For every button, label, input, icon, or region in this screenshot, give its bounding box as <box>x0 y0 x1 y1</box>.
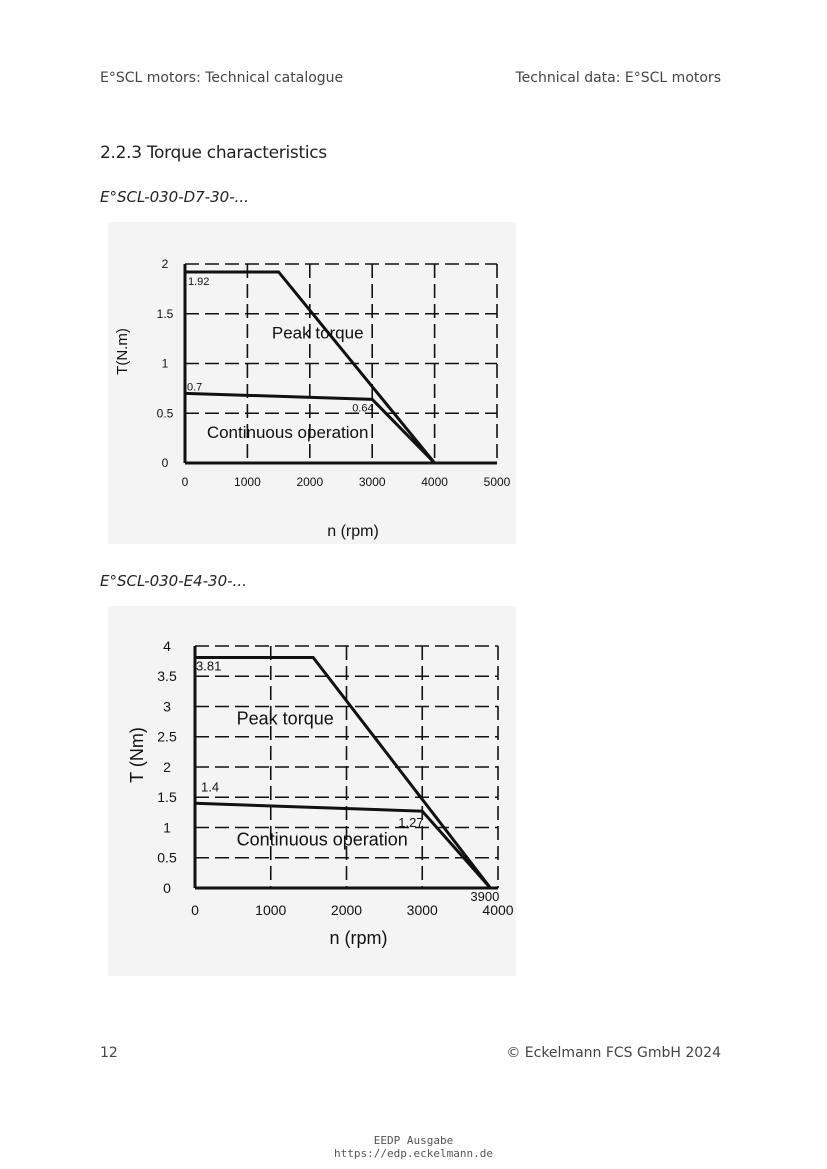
x-tick-label: 2000 <box>296 475 323 489</box>
header-right: Technical data: E°SCL motors <box>515 70 721 86</box>
y-tick-label: 1 <box>163 819 171 835</box>
peak-torque-curve <box>195 655 492 889</box>
x-tick-label: 0 <box>191 902 199 918</box>
x-tick-label: 3000 <box>359 475 386 489</box>
y-tick-label: 0.5 <box>157 850 177 866</box>
data-annotation: 1.92 <box>188 276 209 288</box>
torque-chart-d7: 0 1000 2000 3000 4000 5000 0 0.5 1 1.5 2 n (rpm) T(N… <box>108 222 516 544</box>
peak-torque-curve <box>185 270 436 464</box>
data-annotation: 1.27 <box>398 815 423 830</box>
y-tick-label: 1.5 <box>157 789 177 805</box>
page-number: 12 <box>100 1045 118 1061</box>
continuous-operation-curve <box>194 801 492 889</box>
y-tick-label: 4 <box>163 638 171 654</box>
x-axis-label: n (rpm) <box>327 523 379 540</box>
continuous-operation-label: Continuous operation <box>207 423 369 442</box>
x-tick-label: 5000 <box>484 475 511 489</box>
chart-2-title: E°SCL-030-E4-30-... <box>100 572 247 590</box>
x-tick-label: 3000 <box>407 902 438 918</box>
x-axis-label: n (rpm) <box>330 928 388 948</box>
torque-chart-e4: 0 1000 2000 3000 4000 0 0.5 1 1.5 2 2.5 3 3.5 4 n (rpm… <box>108 606 516 976</box>
y-tick-label: 0.5 <box>157 406 174 420</box>
stamp-line-1: EEDP Ausgabe <box>373 1134 454 1147</box>
continuous-operation-curve <box>184 391 436 465</box>
peak-torque-label: Peak torque <box>272 324 364 343</box>
data-annotation: 0.7 <box>187 381 202 393</box>
torque-chart-e4-svg: 0 1000 2000 3000 4000 0 0.5 1 1.5 2 2.5 3 3.5 4 n (rpm… <box>127 638 514 948</box>
y-axis-label: T(N.m) <box>114 328 131 375</box>
x-tick-label: 2000 <box>331 902 362 918</box>
y-tick-label: 0 <box>163 880 171 896</box>
y-tick-label: 1 <box>162 357 169 371</box>
y-tick-label: 3 <box>163 698 171 714</box>
x-tick-label: 0 <box>182 475 189 489</box>
copyright: © Eckelmann FCS GmbH 2024 <box>506 1045 721 1061</box>
y-tick-label: 3.5 <box>157 668 177 684</box>
data-annotation: 3900 <box>470 889 499 904</box>
torque-chart-d7-svg: 0 1000 2000 3000 4000 5000 0 0.5 1 1.5 2 n (rpm) T(N… <box>114 257 511 540</box>
y-axis-label: T (Nm) <box>127 727 147 783</box>
x-tick-label: 1000 <box>234 475 261 489</box>
header-left: E°SCL motors: Technical catalogue <box>100 70 344 86</box>
data-annotation: 3.81 <box>196 658 221 673</box>
chart-1-title: E°SCL-030-D7-30-... <box>100 188 249 206</box>
x-tick-label: 1000 <box>255 902 286 918</box>
data-annotation: 1.4 <box>201 779 219 794</box>
section-title: 2.2.3 Torque characteristics <box>100 143 327 163</box>
x-tick-label: 4000 <box>482 902 513 918</box>
stamp-line-2: https://edp.eckelmann.de <box>334 1147 493 1160</box>
y-tick-label: 2 <box>163 759 171 775</box>
peak-torque-label: Peak torque <box>237 709 334 729</box>
continuous-operation-label: Continuous operation <box>237 830 408 850</box>
data-annotation: 0.64 <box>352 402 373 414</box>
y-tick-label: 2.5 <box>157 729 177 745</box>
y-tick-label: 1.5 <box>157 307 174 321</box>
y-tick-label: 2 <box>162 257 169 271</box>
y-tick-label: 0 <box>162 456 169 470</box>
x-tick-label: 4000 <box>421 475 448 489</box>
